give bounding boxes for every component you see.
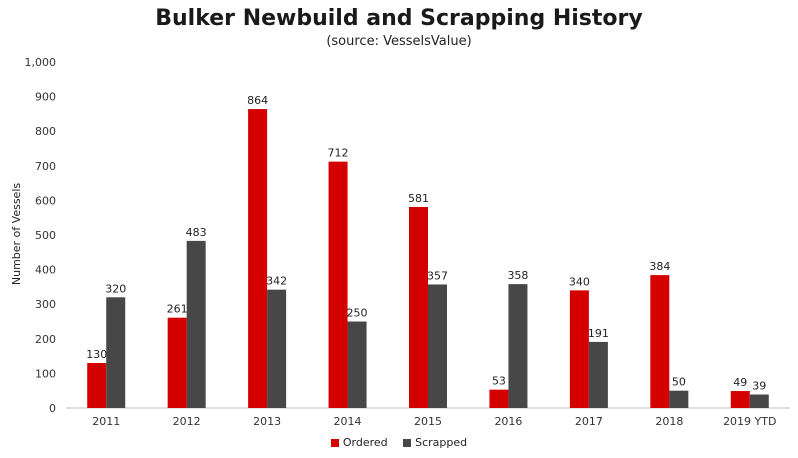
bar-ordered-2017	[569, 290, 589, 408]
data-label-ordered: 130	[86, 348, 107, 361]
data-label-scrapped: 358	[507, 269, 528, 282]
bar-ordered-2014	[328, 161, 348, 408]
legend-swatch-scrapped	[403, 438, 412, 447]
y-tick-label: 600	[35, 194, 56, 207]
y-tick-label: 300	[35, 298, 56, 311]
data-label-ordered: 712	[328, 147, 349, 160]
legend-swatch-ordered	[330, 438, 339, 447]
x-tick-label: 2014	[334, 415, 362, 428]
bar-scrapped-2016	[508, 284, 528, 408]
data-label-scrapped: 320	[105, 282, 126, 295]
y-tick-label: 400	[35, 264, 56, 277]
bar-ordered-2019-ytd	[730, 391, 750, 408]
x-tick-label: 2013	[253, 415, 281, 428]
legend: Ordered Scrapped	[0, 436, 798, 450]
y-tick-label: 900	[35, 91, 56, 104]
x-tick-label: 2018	[655, 415, 683, 428]
chart-title: Bulker Newbuild and Scrapping History	[155, 6, 643, 31]
x-tick-label: 2015	[414, 415, 442, 428]
legend-label-ordered: Ordered	[342, 436, 388, 449]
data-label-scrapped: 250	[347, 307, 368, 320]
x-tick-label: 2011	[92, 415, 120, 428]
data-label-ordered: 340	[569, 275, 590, 288]
bar-scrapped-2017	[588, 341, 608, 408]
data-label-scrapped: 483	[186, 226, 207, 239]
data-label-scrapped: 342	[266, 275, 287, 288]
data-label-scrapped: 50	[672, 376, 686, 389]
data-label-ordered: 53	[492, 375, 506, 388]
bar-scrapped-2012	[186, 240, 206, 408]
chart-subtitle: (source: VesselsValue)	[326, 34, 472, 49]
bar-ordered-2013	[248, 109, 268, 408]
y-tick-label: 800	[35, 125, 56, 138]
bar-scrapped-2011	[106, 297, 126, 408]
bar-scrapped-2014	[347, 321, 367, 408]
x-tick-label: 2017	[575, 415, 603, 428]
bar-ordered-2012	[167, 317, 187, 408]
data-label-scrapped: 191	[588, 327, 609, 340]
y-tick-label: 700	[35, 160, 56, 173]
y-tick-label: 1,000	[25, 56, 57, 69]
bar-ordered-2018	[650, 275, 670, 408]
data-label-ordered: 581	[408, 192, 429, 205]
y-tick-label: 500	[35, 229, 56, 242]
data-label-scrapped: 39	[752, 380, 766, 393]
data-label-ordered: 864	[247, 94, 268, 107]
x-tick-label: 2016	[494, 415, 522, 428]
legend-item-scrapped: Scrapped	[403, 436, 467, 449]
legend-label-scrapped: Scrapped	[415, 436, 468, 449]
legend-item-ordered: Ordered	[330, 436, 388, 449]
data-label-ordered: 261	[167, 303, 188, 316]
data-label-scrapped: 357	[427, 269, 448, 282]
bar-scrapped-2018	[669, 390, 689, 408]
y-tick-label: 200	[35, 333, 56, 346]
y-tick-label: 0	[49, 402, 56, 415]
data-label-ordered: 49	[733, 376, 747, 389]
bar-scrapped-2015	[428, 284, 447, 408]
bar-ordered-2011	[87, 363, 107, 408]
x-tick-label: 2012	[173, 415, 201, 428]
data-label-ordered: 384	[649, 260, 670, 273]
bar-ordered-2015	[409, 206, 428, 408]
bar-scrapped-2013	[267, 289, 287, 408]
bar-ordered-2016	[489, 389, 509, 408]
x-tick-label: 2019 YTD	[723, 415, 776, 428]
bar-scrapped-2019-ytd	[749, 394, 769, 408]
y-tick-label: 100	[35, 367, 56, 380]
